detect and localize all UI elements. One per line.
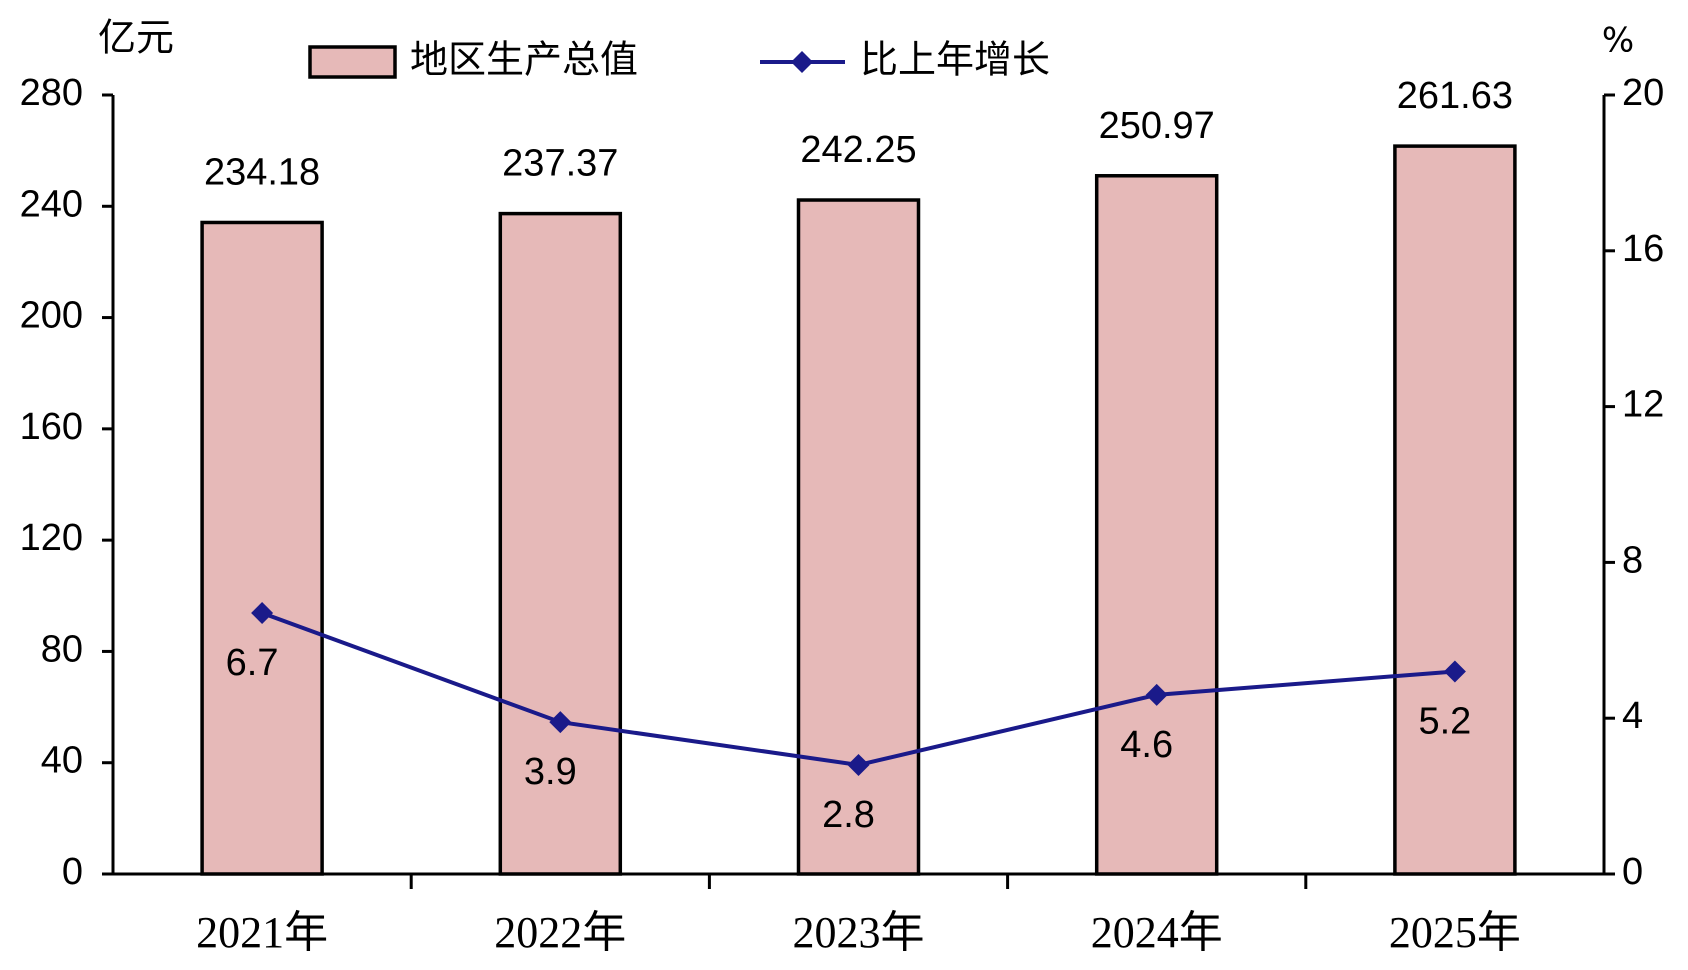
legend-swatch (308, 45, 397, 79)
marker (251, 602, 274, 625)
x-tick-label: 2024年 (1091, 908, 1223, 957)
y2-tick-label: 20 (1622, 72, 1664, 114)
y-tick-label: 80 (41, 628, 83, 670)
bar (1393, 144, 1517, 876)
y2-tick-label: 16 (1622, 228, 1664, 270)
x-tick-label: 2023年 (793, 908, 925, 957)
bar-value-label: 237.37 (502, 143, 618, 185)
y-tick-label: 240 (20, 183, 83, 225)
y2-tick-label: 8 (1622, 539, 1643, 581)
bar-value-label: 242.25 (800, 129, 916, 171)
marker (549, 711, 572, 734)
y2-tick-label: 12 (1622, 384, 1664, 426)
x-tick-label: 2025年 (1389, 908, 1521, 957)
y-tick-label: 120 (20, 517, 83, 559)
y-tick-label: 160 (20, 406, 83, 448)
y-tick-label: 280 (20, 72, 83, 114)
line-value-label: 3.9 (524, 751, 577, 793)
bar (498, 211, 623, 876)
bar (1094, 174, 1219, 876)
marker (1145, 683, 1168, 706)
marker (847, 753, 870, 776)
y-axis-label: 亿元 (98, 16, 174, 60)
y-tick-label: 200 (20, 295, 83, 337)
bar-value-label: 234.18 (204, 152, 320, 194)
line-value-label: 5.2 (1418, 700, 1471, 742)
line-value-label: 6.7 (226, 642, 279, 684)
line-value-label: 2.8 (822, 794, 875, 836)
legend-label: 比上年增长 (860, 38, 1050, 82)
y2-tick-label: 0 (1622, 851, 1643, 893)
y-tick-label: 0 (62, 851, 83, 893)
bar (200, 220, 324, 876)
y-tick-label: 40 (41, 740, 83, 782)
x-tick-label: 2021年 (196, 908, 328, 957)
bar-value-label: 261.63 (1397, 75, 1513, 117)
line-value-label: 4.6 (1120, 724, 1173, 766)
marker (1443, 660, 1466, 683)
legend-label: 地区生产总值 (410, 38, 638, 82)
y2-axis-label: % (1602, 21, 1634, 61)
legend-marker (791, 51, 813, 73)
y2-tick-label: 4 (1622, 695, 1643, 737)
bar-value-label: 250.97 (1099, 105, 1215, 147)
x-tick-label: 2022年 (494, 908, 626, 957)
